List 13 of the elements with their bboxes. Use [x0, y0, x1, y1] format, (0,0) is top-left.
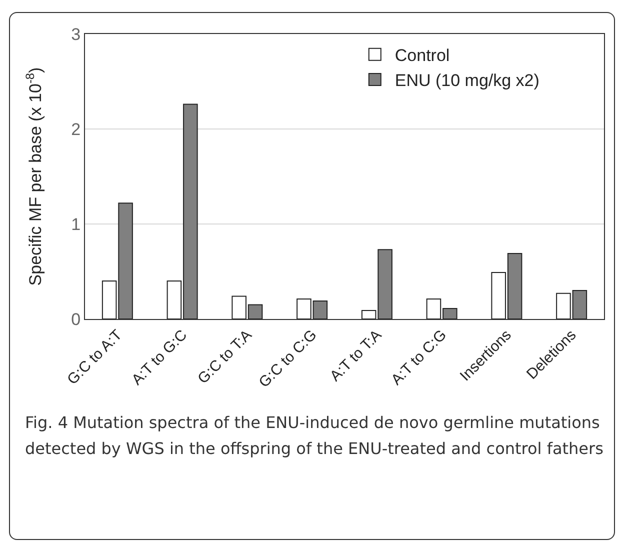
x-tick-label: G:C to T:A: [194, 326, 256, 388]
x-tick-label: A:T to G:C: [128, 326, 191, 389]
y-tick-label: 0: [71, 310, 81, 329]
y-tick-label: 1: [71, 214, 81, 234]
x-tick-label: G:C to C:G: [256, 326, 320, 392]
y-tick-label: 3: [71, 24, 81, 44]
x-tick-label: A:T to C:G: [388, 326, 450, 389]
legend-label: Control: [394, 46, 450, 66]
legend-label: ENU (10 mg/kg x2): [394, 71, 540, 90]
caption: Fig. 4 Mutation spectra of the ENU-induced de novo germline mutations detected by WGS in the offspring of the ENU-treated and control fathers: [25, 412, 604, 460]
y-tick-label: 2: [71, 120, 81, 139]
x-tick-label: G:C to A:T: [64, 326, 126, 388]
x-tick-label: A:T to T:A: [326, 326, 386, 385]
